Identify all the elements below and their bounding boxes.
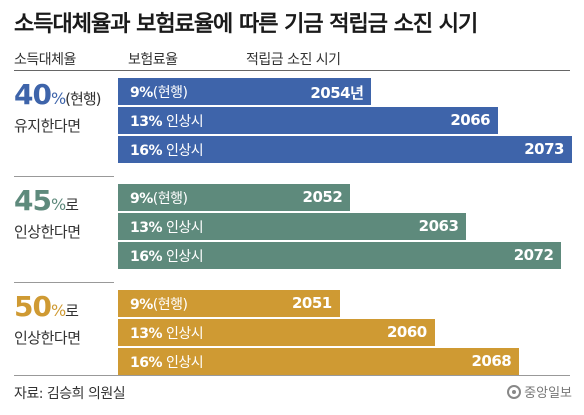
publisher-logo: 중앙일보 xyxy=(507,382,572,401)
bar-0-0-rate-label: 9%(현행) xyxy=(130,82,188,102)
bar-0-1-year-label: 2066 xyxy=(450,111,491,129)
bar-1-2-year-label: 2072 xyxy=(513,246,554,264)
group-1-action-label: 인상한다면 xyxy=(14,223,81,241)
bar-2-1: 13% 인상시 2060 xyxy=(118,319,435,346)
bar-0-0-year-label: 2054년 xyxy=(310,84,364,102)
bar-2-0-rate-percent: 9% xyxy=(130,297,153,313)
bar-1-0-rate-suffix: (현행) xyxy=(152,191,188,207)
bar-1-2-rate-label: 16% 인상시 xyxy=(130,246,204,266)
logo-mark-icon xyxy=(507,384,522,399)
group-1-percent-label: 45%로 xyxy=(14,184,79,217)
bar-2-1-year-label: 2060 xyxy=(386,323,427,341)
header-depletion-time: 적립금 소진 시기 xyxy=(246,52,341,68)
bar-0-2-rate-suffix: 인상시 xyxy=(162,143,204,159)
group-1-percent-number: 45 xyxy=(14,184,52,217)
group-2-percent-label: 50%로 xyxy=(14,290,79,323)
bar-2-0: 9%(현행) 2051 xyxy=(118,290,340,317)
bar-1-0-rate-label: 9%(현행) xyxy=(130,188,188,208)
bar-0-1: 13% 인상시 2066 xyxy=(118,107,499,134)
group-1-divider xyxy=(14,282,114,283)
logo-text: 중앙일보 xyxy=(524,386,572,401)
source-note: 자료: 김승희 의원실 xyxy=(14,386,126,402)
group-0-divider xyxy=(14,176,114,177)
bar-0-1-rate-label: 13% 인상시 xyxy=(130,111,204,131)
bar-0-0: 9%(현행) 2054년 xyxy=(118,78,372,105)
header-rule xyxy=(14,70,570,71)
group-2-percent-suffix: 로 xyxy=(65,302,79,320)
bar-2-0-rate-label: 9%(현행) xyxy=(130,294,188,314)
bar-1-0: 9%(현행) 2052 xyxy=(118,184,351,211)
bar-2-2-rate-label: 16% 인상시 xyxy=(130,352,204,372)
group-0-percent-number: 40 xyxy=(14,78,52,111)
chart-title: 소득대체율과 보험료율에 따른 기금 적립금 소진 시기 xyxy=(14,12,478,37)
group-2-action-label: 인상한다면 xyxy=(14,329,81,347)
bar-0-2-year-label: 2073 xyxy=(524,140,564,158)
bar-2-2-rate-percent: 16% xyxy=(130,355,163,371)
bar-2-1-rate-percent: 13% xyxy=(130,326,163,342)
bar-1-1-rate-percent: 13% xyxy=(130,220,163,236)
bar-1-1-year-label: 2063 xyxy=(418,217,459,235)
group-0-percent-suffix: (현행) xyxy=(65,90,101,108)
bar-0-1-rate-suffix: 인상시 xyxy=(162,114,204,130)
bar-1-2-rate-percent: 16% xyxy=(130,249,163,265)
bar-0-2-rate-label: 16% 인상시 xyxy=(130,140,204,160)
bar-2-0-year-label: 2051 xyxy=(291,294,332,312)
bar-1-2-rate-suffix: 인상시 xyxy=(162,249,204,265)
bar-1-2: 16% 인상시 2072 xyxy=(118,242,562,269)
group-2-percent-unit: % xyxy=(50,301,66,320)
footer-rule xyxy=(14,375,570,376)
group-0-action-label: 유지한다면 xyxy=(14,117,81,135)
bar-1-1-rate-suffix: 인상시 xyxy=(162,220,204,236)
bar-2-0-rate-suffix: (현행) xyxy=(152,297,188,313)
bar-0-0-rate-percent: 9% xyxy=(130,85,153,101)
group-1-percent-suffix: 로 xyxy=(65,196,79,214)
bar-2-2-rate-suffix: 인상시 xyxy=(162,355,204,371)
bar-2-1-rate-label: 13% 인상시 xyxy=(130,323,204,343)
bar-1-0-rate-percent: 9% xyxy=(130,191,153,207)
group-1-percent-unit: % xyxy=(50,195,66,214)
bar-0-2-rate-percent: 16% xyxy=(130,143,163,159)
bar-2-2-year-label: 2068 xyxy=(471,352,512,370)
group-2-percent-number: 50 xyxy=(14,290,52,323)
bar-2-1-rate-suffix: 인상시 xyxy=(162,326,204,342)
bar-1-0-year-label: 2052 xyxy=(302,188,343,206)
header-replacement-rate: 소득대체율 xyxy=(14,52,76,68)
group-0-percent-label: 40%(현행) xyxy=(14,78,101,111)
bar-0-2: 16% 인상시 2073 xyxy=(118,136,572,163)
bar-0-0-rate-suffix: (현행) xyxy=(152,85,188,101)
bar-1-1: 13% 인상시 2063 xyxy=(118,213,467,240)
header-premium-rate: 보험료율 xyxy=(128,52,178,68)
group-0-percent-unit: % xyxy=(50,89,66,108)
bar-2-2: 16% 인상시 2068 xyxy=(118,348,520,375)
bar-0-1-rate-percent: 13% xyxy=(130,114,163,130)
bar-1-1-rate-label: 13% 인상시 xyxy=(130,217,204,237)
